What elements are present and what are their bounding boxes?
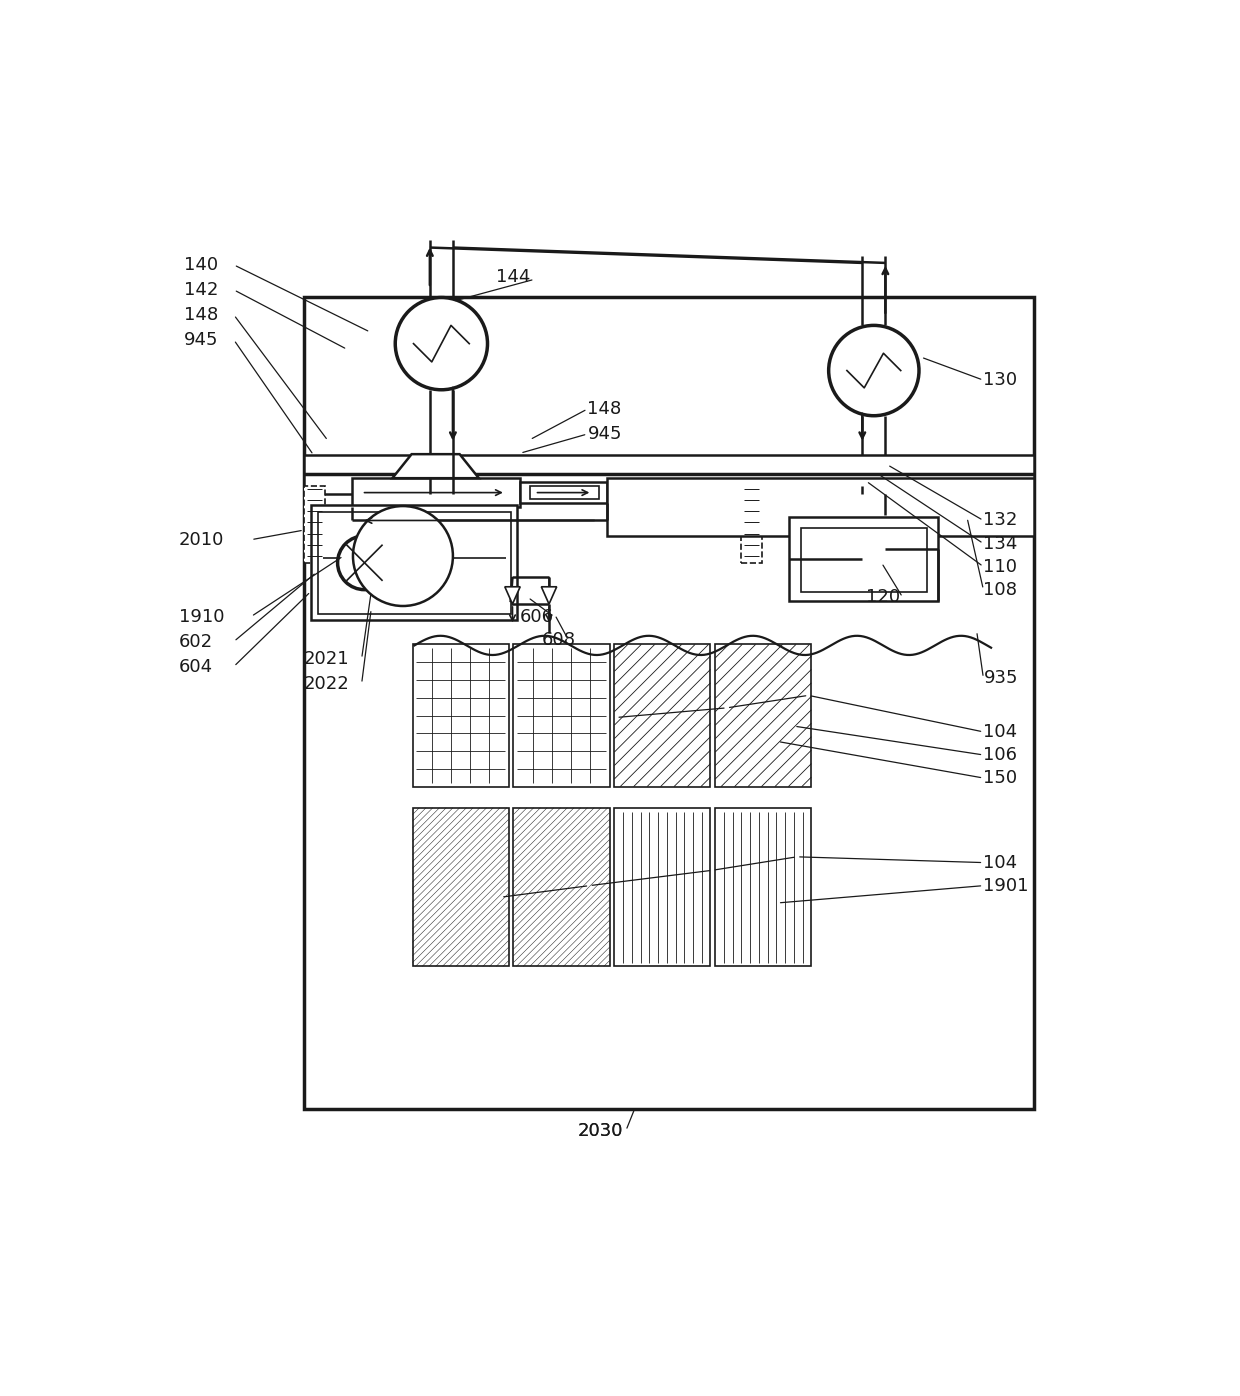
Circle shape bbox=[353, 507, 453, 606]
Text: 1910: 1910 bbox=[179, 607, 224, 625]
Bar bbox=[614, 645, 711, 787]
Bar bbox=[521, 482, 606, 503]
Circle shape bbox=[396, 297, 487, 389]
Text: 935: 935 bbox=[983, 669, 1018, 687]
Text: 604: 604 bbox=[179, 658, 213, 676]
Bar bbox=[789, 517, 939, 602]
Polygon shape bbox=[392, 454, 479, 479]
Text: 1901: 1901 bbox=[983, 877, 1029, 895]
Text: 104: 104 bbox=[983, 723, 1018, 741]
Text: 608: 608 bbox=[542, 631, 575, 649]
Text: 150: 150 bbox=[983, 769, 1018, 787]
Text: 120: 120 bbox=[866, 588, 900, 606]
Bar bbox=[715, 645, 811, 787]
Text: 2021: 2021 bbox=[304, 651, 350, 667]
Bar bbox=[742, 486, 763, 563]
Text: 132: 132 bbox=[983, 511, 1018, 529]
Text: 148: 148 bbox=[184, 306, 218, 324]
Circle shape bbox=[337, 536, 392, 589]
Text: 2030: 2030 bbox=[578, 1122, 624, 1139]
Bar bbox=[614, 808, 711, 966]
Text: 945: 945 bbox=[184, 331, 218, 349]
Text: 108: 108 bbox=[983, 581, 1017, 599]
Bar bbox=[513, 645, 610, 787]
Bar bbox=[304, 296, 1034, 1108]
Text: 134: 134 bbox=[983, 535, 1018, 553]
Bar bbox=[801, 528, 926, 592]
Text: 148: 148 bbox=[588, 401, 621, 417]
Bar bbox=[413, 645, 508, 787]
Text: 130: 130 bbox=[983, 371, 1018, 389]
Text: 110: 110 bbox=[983, 557, 1017, 575]
Text: 140: 140 bbox=[184, 255, 218, 274]
Text: 602: 602 bbox=[179, 632, 213, 651]
Bar bbox=[413, 808, 508, 966]
Bar bbox=[311, 505, 517, 620]
Text: 104: 104 bbox=[983, 853, 1018, 871]
Text: 606: 606 bbox=[521, 607, 554, 625]
Text: 106: 106 bbox=[983, 745, 1017, 764]
Text: 945: 945 bbox=[588, 424, 622, 443]
Bar bbox=[513, 808, 610, 966]
Bar bbox=[529, 486, 599, 500]
Bar bbox=[606, 479, 1034, 536]
Text: 2010: 2010 bbox=[179, 530, 224, 549]
Text: 142: 142 bbox=[184, 281, 218, 299]
Polygon shape bbox=[505, 586, 521, 604]
Circle shape bbox=[828, 325, 919, 416]
Bar bbox=[304, 455, 1034, 494]
Text: 2030: 2030 bbox=[578, 1122, 624, 1139]
Text: 2022: 2022 bbox=[304, 674, 350, 692]
Bar bbox=[319, 512, 511, 614]
Bar bbox=[352, 479, 521, 507]
Text: 144: 144 bbox=[496, 268, 531, 286]
Bar bbox=[715, 808, 811, 966]
Bar bbox=[304, 486, 325, 563]
Polygon shape bbox=[542, 586, 557, 604]
